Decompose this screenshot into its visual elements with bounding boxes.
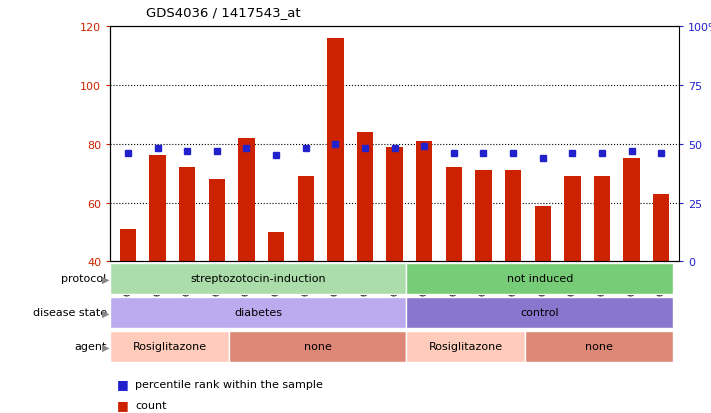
Bar [179, 168, 196, 262]
Text: Rosiglitazone: Rosiglitazone [429, 342, 503, 351]
Bar [110, 263, 407, 294]
Text: Rosiglitazone: Rosiglitazone [132, 342, 206, 351]
Text: percentile rank within the sample: percentile rank within the sample [135, 379, 323, 389]
Bar [407, 263, 673, 294]
Bar [110, 331, 229, 362]
Bar [525, 331, 673, 362]
Bar [505, 171, 521, 262]
Bar [120, 230, 136, 262]
Text: ■: ■ [117, 377, 129, 391]
Text: none: none [304, 342, 331, 351]
Text: ▶: ▶ [102, 342, 109, 351]
Bar [149, 156, 166, 262]
Text: control: control [520, 308, 559, 318]
Bar [298, 177, 314, 262]
Bar [653, 194, 669, 262]
Bar [209, 180, 225, 262]
Bar [476, 171, 491, 262]
Bar [416, 141, 432, 262]
Bar [624, 159, 640, 262]
Text: streptozotocin-induction: streptozotocin-induction [191, 274, 326, 284]
Text: ▶: ▶ [102, 274, 109, 284]
Bar [535, 206, 551, 262]
Bar [387, 147, 402, 262]
Text: none: none [585, 342, 613, 351]
Bar [357, 133, 373, 262]
Text: agent: agent [74, 342, 107, 351]
Text: ■: ■ [117, 398, 129, 411]
Text: diabetes: diabetes [235, 308, 282, 318]
Bar [594, 177, 610, 262]
Text: protocol: protocol [61, 274, 107, 284]
Bar [268, 233, 284, 262]
Text: GDS4036 / 1417543_at: GDS4036 / 1417543_at [146, 6, 300, 19]
Bar [229, 331, 407, 362]
Bar [407, 297, 673, 328]
Bar [446, 168, 462, 262]
Text: ▶: ▶ [102, 308, 109, 318]
Bar [238, 138, 255, 262]
Text: disease state: disease state [33, 308, 107, 318]
Text: not induced: not induced [506, 274, 573, 284]
Bar [327, 38, 343, 262]
Bar [407, 331, 525, 362]
Text: count: count [135, 400, 166, 410]
Bar [565, 177, 580, 262]
Bar [110, 297, 407, 328]
